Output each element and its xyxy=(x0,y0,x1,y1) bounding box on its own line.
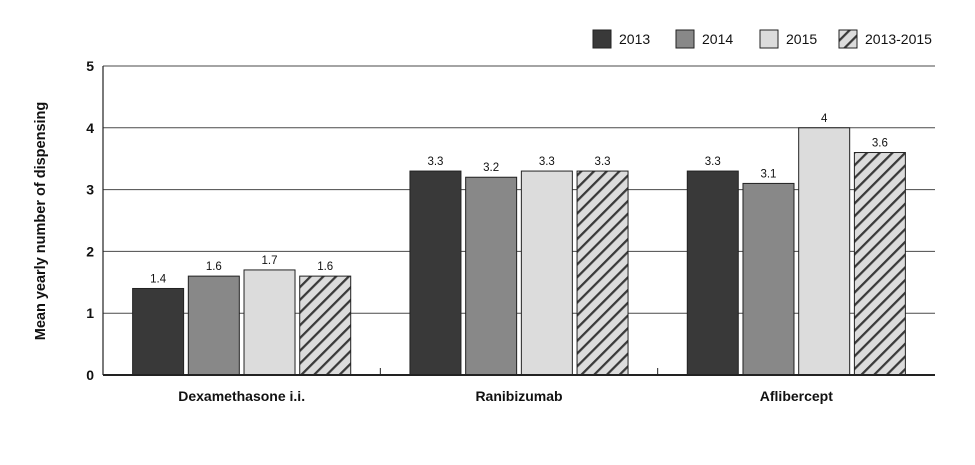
data-label: 3.3 xyxy=(705,156,721,168)
bar-2015 xyxy=(520,170,573,376)
gridlines xyxy=(103,65,935,314)
legend-label: 2013 xyxy=(619,31,650,47)
data-label: 3.3 xyxy=(427,156,443,168)
legend-label: 2015 xyxy=(786,31,817,47)
y-tick-label: 4 xyxy=(86,120,94,136)
bar-2013 xyxy=(409,170,462,376)
data-label: 1.6 xyxy=(317,261,333,273)
bars-group xyxy=(132,127,906,376)
y-tick-label: 2 xyxy=(86,243,94,259)
legend-swatch xyxy=(838,29,858,49)
bar-2013-2015 xyxy=(853,152,906,376)
bar-2014 xyxy=(187,275,240,376)
chart-legend: 2013 2014 2015 2013-2015 xyxy=(592,29,932,49)
labels-group: 0 1 2 3 4 5 1.4 1.6 1.7 1.6 Dexamethasone i.i. 3.3 3… xyxy=(86,58,888,404)
x-category-label: Dexamethasone i.i. xyxy=(178,388,305,404)
bar-2013 xyxy=(132,287,185,376)
y-axis-title: Mean yearly number of dispensing xyxy=(33,102,49,341)
bar-2014 xyxy=(742,182,795,376)
bar-2013-2015 xyxy=(299,275,352,376)
bar-2015 xyxy=(243,269,296,376)
data-label: 4 xyxy=(821,113,828,125)
y-tick-label: 0 xyxy=(86,367,94,383)
x-category-label: Aflibercept xyxy=(760,388,833,404)
data-label: 1.6 xyxy=(206,261,222,273)
y-tick-label: 1 xyxy=(86,305,94,321)
bar-2014 xyxy=(465,176,518,376)
legend-swatch xyxy=(592,29,612,49)
data-label: 3.1 xyxy=(760,168,776,180)
axes xyxy=(102,66,935,376)
data-label: 3.3 xyxy=(595,156,611,168)
bar-2013-2015 xyxy=(576,170,629,376)
x-category-label: Ranibizumab xyxy=(475,388,562,404)
data-label: 3.3 xyxy=(539,156,555,168)
y-tick-label: 3 xyxy=(86,182,94,198)
data-label: 1.7 xyxy=(262,255,278,267)
y-tick-label: 5 xyxy=(86,58,94,74)
bar-2015 xyxy=(798,127,851,376)
legend-swatch xyxy=(759,29,779,49)
legend-label: 2013-2015 xyxy=(865,31,932,47)
data-label: 1.4 xyxy=(150,273,167,285)
data-label: 3.6 xyxy=(872,138,888,150)
data-label: 3.2 xyxy=(483,162,499,174)
bar-2013 xyxy=(686,170,739,376)
legend-label: 2014 xyxy=(702,31,733,47)
legend-swatch xyxy=(675,29,695,49)
